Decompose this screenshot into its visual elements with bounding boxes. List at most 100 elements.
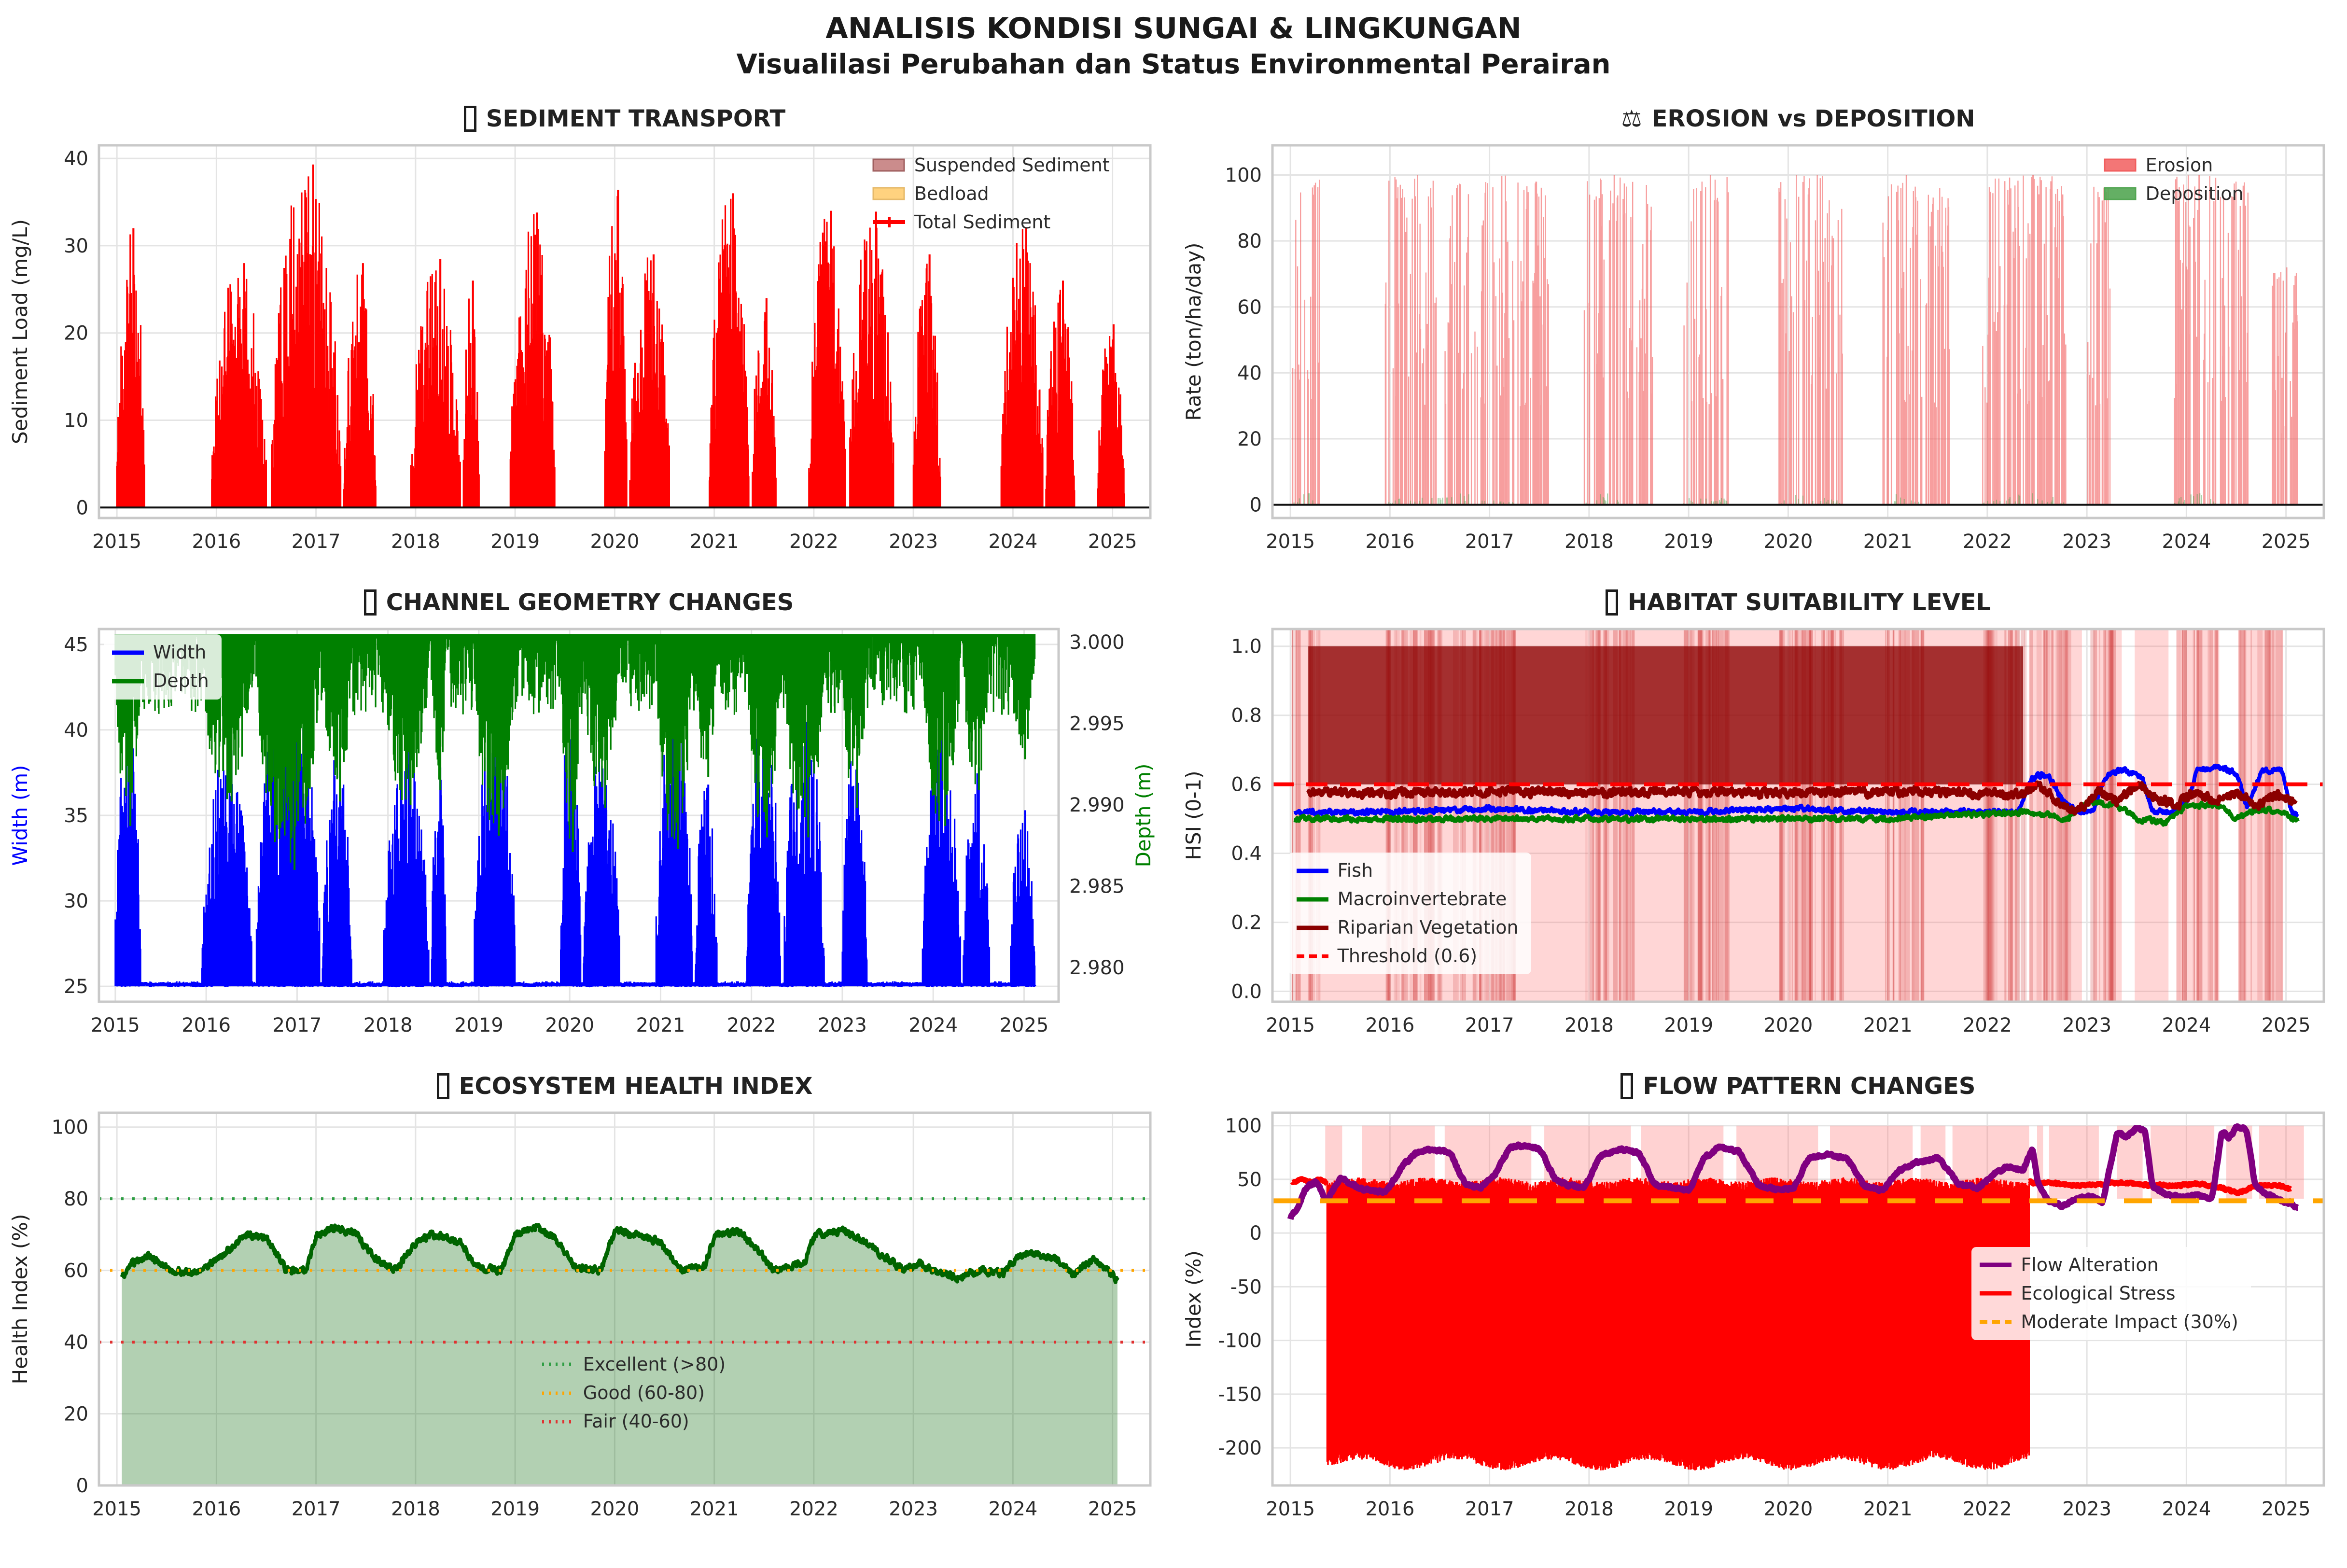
missing-glyph-icon	[463, 105, 476, 132]
figure-subtitle: Visualilasi Perubahan dan Status Environ…	[736, 49, 1611, 80]
chart-canvas-channel: 2015 2016 2017 2018 2019 2020 2021 2022 2023 2024…	[8, 628, 1155, 1036]
y-tick-label: 60	[1237, 296, 1262, 319]
y-tick-label: 40	[64, 148, 88, 170]
x-tick-label: 2018	[1565, 1014, 1614, 1036]
chart-habitat-suitability: 2015 2016 2017 2018 2019 2020 2021 2022 2023 2024…	[1174, 621, 2347, 1056]
legend-item: Deposition	[2103, 181, 2244, 207]
x-tick-label: 2019	[490, 1498, 540, 1520]
x-tick-label: 2021	[690, 1498, 739, 1520]
series-health-index	[120, 1223, 1119, 1485]
y-tick-label: 80	[64, 1188, 88, 1210]
x-tick-label: 2017	[1465, 531, 1514, 553]
x-tick-label: 2019	[1664, 1498, 1713, 1520]
legend-swatch-line	[1296, 925, 1328, 930]
grid	[99, 1112, 1150, 1486]
x-tick-label: 2024	[988, 531, 1037, 553]
x-tick-label: 2020	[590, 531, 639, 553]
x-tick-label: 2015	[1266, 1014, 1315, 1036]
legend-item: Width	[111, 639, 209, 666]
x-tick-label: 2019	[490, 531, 540, 553]
legend-item: Total Sediment	[872, 209, 1110, 236]
x-tick-label: 2023	[818, 1014, 867, 1036]
series-riparian-vegetation	[1306, 780, 2298, 816]
plot-border	[98, 1111, 1152, 1487]
series-deposition	[1293, 493, 2216, 505]
x-tick-label: 2018	[1565, 531, 1614, 553]
y-tick-label: 30	[64, 890, 88, 912]
panel-flow-pattern: FLOW PATTERN CHANGES 2015 2016 2017 2018 201…	[1174, 1067, 2347, 1551]
y-tick-label: 100	[1225, 164, 1262, 186]
x-tick-label: 2022	[1963, 1498, 2012, 1520]
legend-item: Ecological Stress	[1978, 1280, 2238, 1307]
legend-sediment: Suspended Sediment Bedload Total Sediment	[872, 152, 1110, 236]
x-tick-label: 2017	[273, 1014, 322, 1036]
legend-item: Depth	[111, 668, 209, 694]
x-tick-label: 2017	[292, 1498, 341, 1520]
panel-title-ecosystem-health: ECOSYSTEM HEALTH INDEX	[0, 1067, 1174, 1105]
series-ecological-stress-late	[2027, 1178, 2293, 1196]
panel-title-label: EROSION vs DEPOSITION	[1651, 105, 1975, 132]
panel-channel-geometry: CHANNEL GEOMETRY CHANGES 2015 2016 2017 201…	[0, 584, 1174, 1067]
legend-label: Depth	[153, 670, 209, 692]
legend-label: Macroinvertebrate	[1337, 888, 1507, 910]
plot-border	[1271, 1111, 2325, 1487]
legend-swatch-line	[112, 679, 144, 684]
legend-label: Excellent (>80)	[583, 1353, 726, 1375]
legend-channel: Width Depth	[103, 634, 222, 700]
legend-item: Moderate Impact (30%)	[1978, 1309, 2238, 1335]
x-tick-label: 2021	[690, 531, 739, 553]
y-tick-label: 60	[64, 1260, 88, 1282]
x-tick-label: 2024	[2162, 531, 2211, 553]
y-tick-label: 100	[1225, 1115, 1262, 1137]
x-tick-label: 2016	[192, 531, 241, 553]
legend-item: Bedload	[872, 181, 1110, 207]
panel-ecosystem-health: ECOSYSTEM HEALTH INDEX 2015 2016 2017 2018 2…	[0, 1067, 1174, 1551]
legend-habitat: Fish Macroinvertebrate Riparian Vegetation…	[1288, 852, 1531, 975]
legend-item: Riparian Vegetation	[1295, 914, 1519, 941]
chart-canvas-flow: 2015 2016 2017 2018 2019 2020 2021 2022 2023 2024…	[1182, 1111, 2325, 1520]
series-macroinvertebrate	[1293, 797, 2300, 827]
legend-item: Excellent (>80)	[541, 1351, 726, 1378]
x-tick-label: 2016	[1365, 1014, 1414, 1036]
chart-flow-pattern: 2015 2016 2017 2018 2019 2020 2021 2022 2023 2024…	[1174, 1105, 2347, 1540]
legend-item: Erosion	[2103, 152, 2244, 179]
legend-swatch-dotted	[542, 1362, 574, 1366]
x-tick-label: 2020	[1763, 1014, 1813, 1036]
x-tick-label: 2019	[1664, 531, 1713, 553]
panel-title-habitat-suitability: HABITAT SUITABILITY LEVEL	[1174, 584, 2347, 621]
x-tick-label: 2017	[1465, 1498, 1514, 1520]
plot-border	[1271, 628, 2325, 1003]
y2-tick-label: 2.980	[1069, 957, 1125, 979]
panel-title-flow-pattern: FLOW PATTERN CHANGES	[1174, 1067, 2347, 1105]
legend-swatch-line	[1296, 868, 1328, 873]
y2-tick-label: 3.000	[1069, 631, 1125, 654]
x-tick-label: 2021	[1863, 531, 1913, 553]
y-axis-label: Rate (ton/ha/day)	[1182, 242, 1205, 420]
y2-tick-label: 2.995	[1069, 713, 1125, 735]
x-tick-label: 2015	[1266, 1498, 1315, 1520]
y-tick-label: 40	[1237, 362, 1262, 384]
chart-ecosystem-health: 2015 2016 2017 2018 2019 2020 2021 2022 2023 2024…	[0, 1105, 1174, 1540]
tick-labels: 2015 2016 2017 2018 2019 2020 2021 2022 2023 2024…	[52, 1116, 1137, 1520]
legend-swatch-dotted	[542, 1391, 574, 1395]
tick-labels: 2015 2016 2017 2018 2019 2020 2021 2022 2023 2024…	[64, 631, 1124, 1036]
x-tick-label: 2025	[2262, 1498, 2311, 1520]
y-tick-label: 0	[1250, 1222, 1262, 1245]
legend-label: Ecological Stress	[2021, 1282, 2176, 1304]
x-tick-label: 2015	[92, 1498, 141, 1520]
x-tick-label: 2017	[292, 531, 341, 553]
legend-label: Width	[153, 642, 207, 663]
y-tick-label: 40	[64, 1331, 88, 1354]
x-tick-label: 2015	[91, 1014, 140, 1036]
x-tick-label: 2019	[454, 1014, 503, 1036]
legend-swatch-dashed	[1980, 1320, 2012, 1324]
x-tick-label: 2018	[363, 1014, 413, 1036]
y-tick-label: -100	[1218, 1330, 1262, 1352]
x-tick-label: 2021	[1863, 1498, 1913, 1520]
tick-labels: 2015 2016 2017 2018 2019 2020 2021 2022 2023 2024…	[1225, 164, 2311, 553]
x-tick-label: 2020	[590, 1498, 639, 1520]
legend-label: Moderate Impact (30%)	[2021, 1311, 2238, 1332]
x-tick-label: 2018	[1565, 1498, 1614, 1520]
legend-swatch-line	[112, 650, 144, 655]
